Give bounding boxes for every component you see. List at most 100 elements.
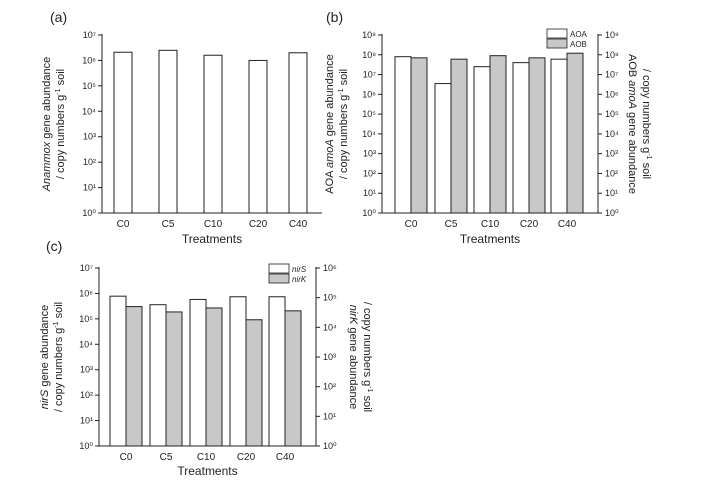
- legend-label-nirs: nirS: [292, 265, 307, 274]
- label-segment: nirK: [347, 305, 359, 325]
- x-tick-label: C40: [558, 219, 577, 230]
- y-axis-label-right: AOB amoA gene abundance: [626, 54, 638, 194]
- y-axis-label-left: / copy numbers g-1 soil: [55, 69, 67, 179]
- bar-aoa-c20: [512, 62, 530, 214]
- x-tick-label: C0: [405, 219, 418, 230]
- label-segment: Anammox: [41, 141, 53, 192]
- bar-c5: [158, 49, 178, 214]
- x-tick-label: C0: [117, 219, 130, 230]
- label-segment: amoA: [626, 80, 638, 109]
- legend-swatch-aoa: [546, 28, 568, 39]
- x-tick-label: C40: [289, 219, 308, 230]
- x-tick-label: C20: [520, 219, 539, 230]
- label-segment: -1: [366, 386, 373, 392]
- y-tick-label: 10¹: [83, 183, 96, 193]
- y-tick-label: 10⁷: [83, 30, 96, 40]
- y-tick-label: 10⁰: [82, 208, 96, 218]
- y-tick-label: 10⁶: [323, 263, 337, 273]
- y-tick-label: 10⁵: [323, 293, 337, 303]
- y-axis-label-right: / copy numbers g-1 soil: [640, 69, 652, 179]
- y-tick-label: 10⁹: [605, 30, 619, 40]
- bar-nirs-c0: [109, 295, 127, 447]
- y-tick-label: 10⁶: [79, 288, 93, 298]
- y-tick-label: 10¹: [80, 416, 93, 426]
- label-segment: soil: [640, 160, 652, 180]
- bar-nirs-c5: [149, 304, 167, 447]
- legend-label-aoa: AOA: [570, 30, 588, 39]
- y-tick-label: 10⁷: [80, 263, 93, 273]
- y-tick-label: 10⁰: [605, 208, 619, 218]
- x-tick-label: C10: [197, 452, 216, 463]
- y-tick-label: 10³: [80, 365, 93, 375]
- y-tick-label: 10⁵: [362, 109, 376, 119]
- bar-c0: [113, 51, 133, 214]
- y-tick-label: 10⁸: [362, 50, 376, 60]
- y-axis-label-left: nirS gene abundance: [39, 305, 51, 410]
- label-segment: soil: [361, 393, 373, 413]
- y-tick-label: 10⁶: [362, 89, 376, 99]
- panel-c: (c) 10⁰ 10¹ 10² 10³ 10⁴ 10⁵ 10⁶ 10⁷ 10⁰ 10¹ 10² 10³ 1…: [39, 238, 373, 478]
- y-tick-label: 10²: [80, 390, 93, 400]
- y-tick-label: 10⁵: [79, 314, 93, 324]
- y-tick-label: 10²: [83, 157, 96, 167]
- label-segment: -1: [53, 321, 60, 327]
- label-segment: amoA: [324, 139, 336, 168]
- y-tick-label: 10⁹: [362, 30, 376, 40]
- y-tick-label: 10⁸: [605, 50, 619, 60]
- y-tick-label: 10⁶: [605, 89, 619, 99]
- y-tick-label: 10⁷: [363, 70, 376, 80]
- label-segment: AOB: [626, 54, 638, 80]
- y-axis-label-right: nirK gene abundance: [347, 305, 359, 410]
- x-axis-label: Treatments: [460, 232, 520, 246]
- label-segment: / copy numbers g: [640, 69, 652, 153]
- x-tick-label: C20: [237, 452, 256, 463]
- panel-label: (a): [50, 9, 67, 25]
- bar-nirs-c20: [229, 296, 247, 447]
- label-segment: nirS: [39, 389, 51, 409]
- label-segment: / copy numbers g: [361, 302, 373, 386]
- legend-swatch-nirs: [268, 263, 290, 274]
- bar-nirk-c40: [284, 310, 302, 447]
- bar-nirs-c40: [268, 296, 286, 447]
- legend-label-nirk: nirK: [292, 275, 307, 284]
- panel-label: (b): [326, 9, 343, 25]
- panel-b: (b) 10⁰ 10¹ 10² 10³ 10⁴ 10⁵ 10⁶ 10⁷ 10⁸ 10⁹ 10⁰ 10¹ 1…: [324, 9, 652, 246]
- bar-nirk-c10: [205, 307, 223, 447]
- x-tick-label: C5: [445, 219, 458, 230]
- label-segment: soil: [53, 302, 65, 322]
- y-tick-label: 10⁵: [605, 109, 619, 119]
- bar-aob-c20: [528, 57, 546, 214]
- bar-aob-c10: [489, 55, 507, 214]
- legend-swatch-nirk: [268, 273, 290, 284]
- bar-nirs-c10: [189, 298, 207, 447]
- y-tick-label: 10³: [363, 149, 376, 159]
- y-axis-label-left: Anammox gene abundance: [41, 57, 53, 193]
- y-tick-label: 10²: [363, 168, 376, 178]
- y-axis-label-left: / copy numbers g-1 soil: [338, 69, 350, 179]
- x-tick-label: C20: [249, 219, 268, 230]
- label-segment: / copy numbers g: [338, 95, 350, 179]
- x-tick-label: C10: [481, 219, 500, 230]
- bar-aoa-c40: [550, 58, 568, 214]
- bar-aoa-c10: [473, 66, 491, 214]
- bar-c40: [288, 52, 308, 214]
- bar-aoa-c0: [394, 56, 412, 214]
- bar-c20: [248, 59, 268, 214]
- y-tick-label: 10¹: [363, 188, 376, 198]
- label-segment: soil: [338, 69, 350, 89]
- y-tick-label: 10⁰: [323, 441, 337, 451]
- x-tick-label: C40: [276, 452, 295, 463]
- x-tick-label: C5: [162, 219, 175, 230]
- label-segment: AOA: [324, 168, 336, 194]
- label-segment: gene abundance: [39, 305, 51, 390]
- y-tick-label: 10¹: [323, 411, 336, 421]
- x-tick-label: C10: [204, 219, 223, 230]
- panel-a: (a) 10⁰ 10¹ 10² 10³ 10⁴ 10⁵ 10⁶ 10⁷ C0 C5 C10 C20 C40…: [41, 9, 322, 246]
- y-tick-label: 10³: [83, 132, 96, 142]
- y-tick-label: 10¹: [605, 188, 618, 198]
- y-tick-label: 10⁴: [605, 129, 619, 139]
- label-segment: gene abundance: [626, 109, 638, 194]
- bar-nirk-c0: [125, 306, 143, 447]
- x-tick-label: C5: [160, 452, 173, 463]
